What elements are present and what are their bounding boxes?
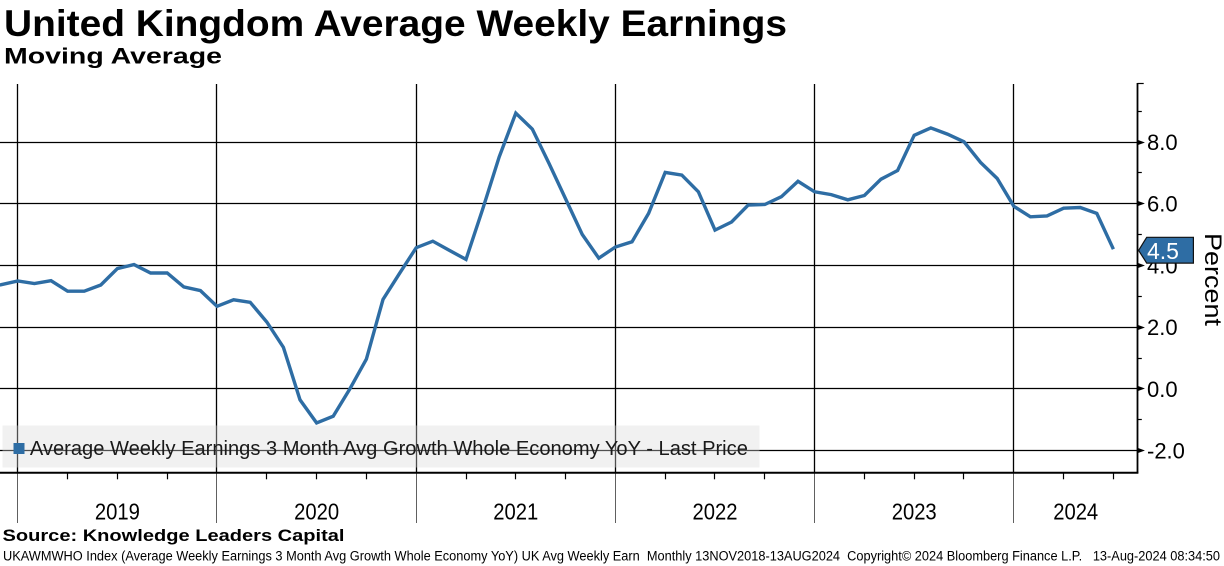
svg-text:Moving Average: Moving Average [4,44,222,69]
svg-text:United Kingdom Average Weekly: United Kingdom Average Weekly Earnings [4,2,787,44]
svg-text:2.0: 2.0 [1147,315,1178,340]
svg-text:2024: 2024 [1053,499,1098,525]
svg-text:Source: Knowledge Leaders Capi: Source: Knowledge Leaders Capital [3,526,345,545]
svg-text:8.0: 8.0 [1147,130,1178,155]
svg-text:Percent: Percent [1199,233,1224,326]
svg-text:2019: 2019 [95,499,140,525]
svg-text:UKAWMWHO Index (Average Weekly: UKAWMWHO Index (Average Weekly Earnings … [3,549,1220,565]
svg-text:6.0: 6.0 [1147,192,1178,217]
svg-text:2020: 2020 [294,499,339,525]
svg-text:Average Weekly Earnings 3 Mont: Average Weekly Earnings 3 Month Avg Grow… [30,437,748,460]
svg-text:2023: 2023 [892,499,937,525]
svg-text:0.0: 0.0 [1147,377,1178,402]
svg-text:2021: 2021 [493,499,538,525]
svg-text:-2.0: -2.0 [1147,439,1185,464]
svg-text:4.5: 4.5 [1147,238,1179,264]
svg-text:2022: 2022 [693,499,738,525]
